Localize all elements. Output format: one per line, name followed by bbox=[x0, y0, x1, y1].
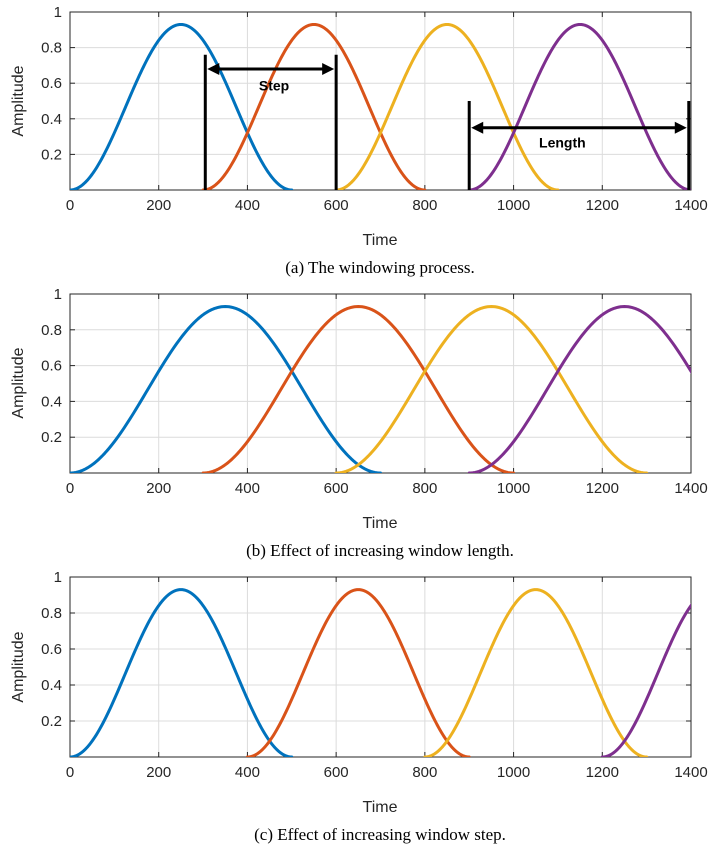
panel-b-y-tick-label: 1 bbox=[54, 286, 62, 303]
panel-c-x-tick-label: 1400 bbox=[674, 764, 707, 781]
panel-a-x-tick-label: 400 bbox=[235, 197, 260, 214]
panel-a-x-tick-label: 1400 bbox=[674, 197, 707, 214]
panel-b-y-tick-label: 0.4 bbox=[41, 393, 62, 410]
length-arrow-head-left bbox=[471, 121, 484, 134]
panel-a-caption: (a) The windowing process. bbox=[285, 258, 474, 277]
panel-a-y-tick-label: 0.6 bbox=[41, 75, 62, 92]
panel-c-window-1-line bbox=[70, 588, 294, 757]
panel-a-x-tick-label: 800 bbox=[412, 197, 437, 214]
panel-c-window-4-line bbox=[600, 603, 691, 757]
panel-b-y-tick-label: 0.8 bbox=[41, 322, 62, 339]
panel-c-x-tick-label: 400 bbox=[235, 764, 260, 781]
panel-a-x-tick-label: 600 bbox=[324, 197, 349, 214]
panel-c-x-tick-label: 1200 bbox=[586, 764, 619, 781]
panel-a-annotations: Step Length bbox=[203, 54, 691, 190]
panel-a-y-tick-label: 0.8 bbox=[41, 40, 62, 57]
panel-a-x-tick-label: 1200 bbox=[586, 197, 619, 214]
panel-a-window-4-line bbox=[467, 22, 691, 190]
panel-c-y-tick-label: 1 bbox=[54, 569, 62, 586]
panel-b-caption: (b) Effect of increasing window length. bbox=[246, 541, 514, 560]
panel-c-x-tick-label: 0 bbox=[66, 764, 74, 781]
panel-c-x-ticks: 0 200 400 600 800 1000 1200 1400 bbox=[66, 577, 708, 781]
panel-c-window-2-line bbox=[245, 588, 471, 757]
panel-c-caption: (c) Effect of increasing window step. bbox=[254, 825, 506, 844]
panel-a-y-tick-label: 0.4 bbox=[41, 111, 62, 128]
panel-b-x-tick-label: 0 bbox=[66, 480, 74, 497]
panel-a: 0 200 400 600 800 1000 1200 1400 0.20.40.60.81 … bbox=[10, 4, 708, 277]
panel-b-grid bbox=[70, 294, 691, 473]
step-label: Step bbox=[259, 77, 289, 93]
panel-a-x-tick-label: 0 bbox=[66, 197, 74, 214]
panel-a-y-tick-label: 0.2 bbox=[41, 146, 62, 163]
step-arrow-head-right bbox=[322, 62, 335, 75]
panel-b-plot-frame bbox=[69, 293, 692, 474]
panel-a-series bbox=[70, 22, 691, 190]
length-label: Length bbox=[539, 134, 586, 150]
panel-a-y-tick-label: 1 bbox=[54, 4, 62, 21]
panel-b-window-1-line bbox=[70, 305, 382, 473]
panel-c-x-tick-label: 1000 bbox=[497, 764, 530, 781]
panel-b-x-tick-label: 200 bbox=[146, 480, 171, 497]
panel-c-x-tick-label: 600 bbox=[324, 764, 349, 781]
panel-b: 0 200 400 600 800 1000 1200 1400 0.20.40.60.81 … bbox=[10, 286, 708, 560]
panel-c-y-ticks: 0.2 0.4 0.6 0.8 1 bbox=[41, 569, 691, 730]
panel-c-y-tick-label: 0.2 bbox=[41, 713, 62, 730]
panel-c-x-tick-label: 800 bbox=[412, 764, 437, 781]
panel-a-plot-frame bbox=[69, 11, 692, 191]
panel-c-y-tick-label: 0.8 bbox=[41, 605, 62, 622]
panel-c-y-tick-label: 0.4 bbox=[41, 677, 62, 694]
panel-a-window-1-line bbox=[70, 22, 294, 190]
panel-a-x-axis-label: Time bbox=[363, 232, 398, 249]
panel-b-series bbox=[70, 305, 691, 473]
length-arrow-head-right bbox=[674, 121, 687, 134]
panel-b-x-tick-label: 600 bbox=[324, 480, 349, 497]
panel-a-y-ticks: 0.2 0.4 0.6 0.8 1 bbox=[41, 4, 691, 163]
panel-c-series bbox=[70, 588, 691, 757]
panel-b-x-tick-label: 1400 bbox=[674, 480, 707, 497]
panel-b-x-axis-label: Time bbox=[363, 515, 398, 532]
panel-a-x-ticks: 0 200 400 600 800 1000 1200 1400 bbox=[66, 12, 708, 214]
panel-b-x-ticks: 0 200 400 600 800 1000 1200 1400 bbox=[66, 294, 708, 497]
panel-a-window-2-line bbox=[201, 22, 427, 190]
panel-a-x-tick-label: 1000 bbox=[497, 197, 530, 214]
panel-b-window-2-line bbox=[201, 305, 516, 473]
panel-c-plot-frame bbox=[69, 576, 692, 758]
panel-a-grid bbox=[70, 12, 691, 190]
panel-b-x-tick-label: 800 bbox=[412, 480, 437, 497]
panel-b-window-4-line bbox=[467, 305, 691, 473]
panel-b-y-tick-label: 0.2 bbox=[41, 429, 62, 446]
panel-b-x-tick-label: 1000 bbox=[497, 480, 530, 497]
panel-c-y-tick-label: 0.6 bbox=[41, 641, 62, 658]
panel-a-y-axis-label: Amplitude bbox=[10, 65, 27, 136]
panel-b-window-3-line bbox=[334, 305, 649, 473]
panel-c-window-3-line bbox=[423, 588, 649, 757]
panel-c-x-tick-label: 200 bbox=[146, 764, 171, 781]
panel-c: 0 200 400 600 800 1000 1200 1400 0.20.40.60.81 … bbox=[10, 569, 708, 844]
panel-b-y-ticks: 0.2 0.4 0.6 0.8 1 bbox=[41, 286, 691, 446]
panel-c-x-axis-label: Time bbox=[363, 799, 398, 816]
panel-a-window-3-line bbox=[334, 22, 560, 190]
panel-c-y-axis-label: Amplitude bbox=[10, 631, 27, 702]
panel-b-x-tick-label: 1200 bbox=[586, 480, 619, 497]
panel-b-y-tick-label: 0.6 bbox=[41, 358, 62, 375]
panel-b-x-tick-label: 400 bbox=[235, 480, 260, 497]
panel-b-y-axis-label: Amplitude bbox=[10, 347, 27, 418]
panel-a-x-tick-label: 200 bbox=[146, 197, 171, 214]
step-arrow-head-left bbox=[207, 62, 220, 75]
